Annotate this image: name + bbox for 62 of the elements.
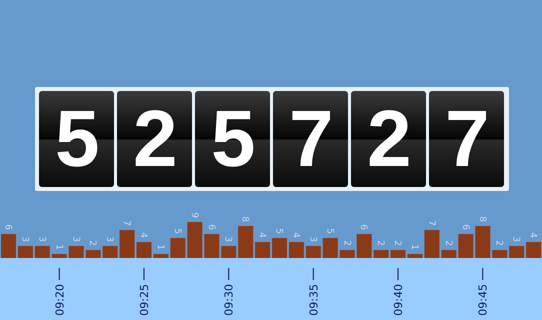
bar (408, 254, 422, 258)
bar (390, 250, 406, 258)
x-tick-label: 09:25 (138, 284, 151, 316)
data-label: 3 (222, 236, 233, 242)
data-label: 3 (70, 236, 80, 242)
data-label: 3 (510, 236, 521, 242)
bar (120, 230, 135, 258)
bar (102, 246, 118, 258)
bar (272, 238, 287, 258)
bar (170, 238, 186, 258)
bar (136, 242, 152, 258)
data-label: 7 (426, 220, 436, 226)
bar (34, 246, 50, 258)
data-label: 5 (274, 228, 284, 234)
data-label: 4 (290, 232, 300, 238)
data-label: 3 (307, 236, 318, 242)
data-label: 2 (87, 240, 98, 246)
bar (458, 234, 474, 258)
data-label: 1 (409, 244, 419, 250)
data-label: 2 (392, 240, 402, 246)
x-tick-label: 09:35 (307, 284, 320, 316)
bar (441, 250, 456, 258)
bar (526, 242, 542, 258)
data-label: 3 (36, 236, 46, 242)
data-label: 8 (240, 216, 250, 222)
data-label: 2 (341, 240, 352, 246)
bar (1, 234, 16, 258)
data-label: 5 (172, 228, 182, 234)
x-tick-label: 09:30 (222, 284, 236, 316)
bar (424, 230, 440, 258)
data-label: 2 (442, 240, 453, 246)
data-label: 3 (19, 236, 30, 242)
data-label: 3 (104, 236, 114, 242)
data-label: 1 (154, 244, 165, 250)
bar (322, 238, 338, 258)
bar (374, 250, 389, 258)
bar (18, 246, 33, 258)
bar (306, 246, 321, 258)
data-label: 4 (256, 232, 267, 238)
x-tick-label: 09:45 (476, 284, 490, 316)
bar (238, 226, 254, 258)
data-label: 8 (476, 216, 487, 222)
data-label: 9 (188, 212, 199, 218)
x-tick-label: 09:40 (392, 284, 406, 316)
bar (288, 242, 304, 258)
data-label: 6 (206, 224, 216, 230)
data-label: 7 (121, 220, 132, 226)
data-label: 4 (528, 232, 538, 238)
data-label: 2 (375, 240, 386, 246)
data-label: 4 (138, 232, 148, 238)
data-label: 2 (494, 240, 504, 246)
bar (52, 254, 67, 258)
bar (509, 246, 524, 258)
bar (187, 222, 202, 258)
bar (153, 254, 168, 258)
data-label: 6 (2, 224, 12, 230)
bar (255, 242, 270, 258)
data-label: 1 (53, 244, 64, 250)
x-tick-label: 09:20 (53, 284, 66, 316)
data-label: 6 (460, 224, 470, 230)
data-label: 5 (324, 228, 334, 234)
data-label: 6 (358, 224, 368, 230)
